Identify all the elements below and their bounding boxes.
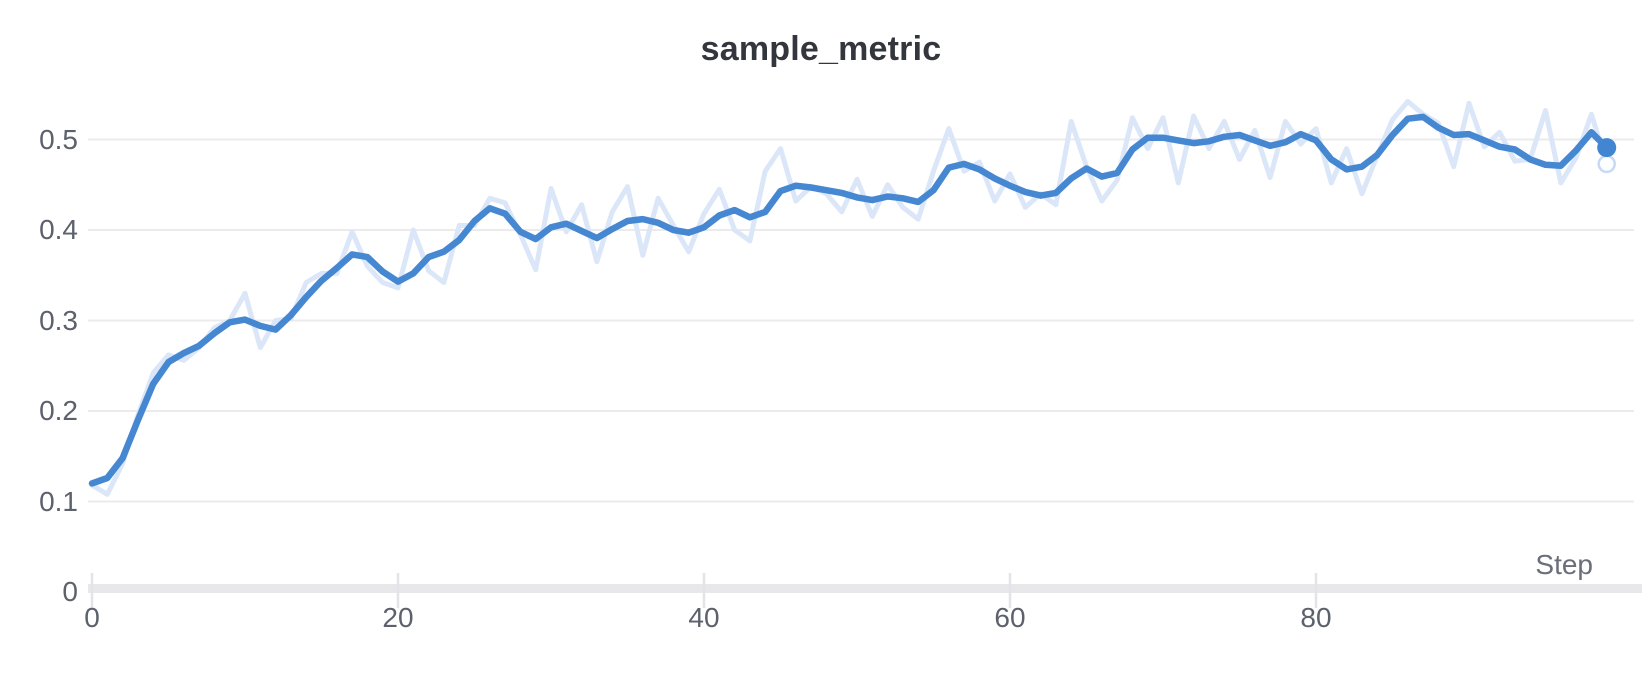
raw-line-series <box>89 99 1610 497</box>
y-tick-label-0: 0 <box>62 576 78 607</box>
y-tick-label-0.1: 0.1 <box>39 485 78 517</box>
x-axis-baseline <box>88 584 1642 593</box>
x-tick-label-20: 20 <box>382 602 414 633</box>
y-tick-label-0.3: 0.3 <box>39 304 78 336</box>
chart-title: sample_metric <box>700 30 942 68</box>
x-tick-label-80: 80 <box>1300 602 1332 633</box>
x-tick-label-60: 60 <box>994 602 1026 633</box>
x-tick-label-0: 0 <box>84 602 100 633</box>
x-tick-label-40: 40 <box>688 602 720 633</box>
y-tick-label-0.5: 0.5 <box>39 123 78 155</box>
smoothed-endpoint-marker[interactable] <box>1597 138 1617 158</box>
x-axis-title: Step <box>1535 549 1593 580</box>
y-tick-label-0.2: 0.2 <box>39 395 78 426</box>
raw-endpoint-marker <box>1597 154 1616 174</box>
smoothed-line-series <box>88 113 1610 487</box>
y-tick-label-0.4: 0.4 <box>39 214 78 245</box>
